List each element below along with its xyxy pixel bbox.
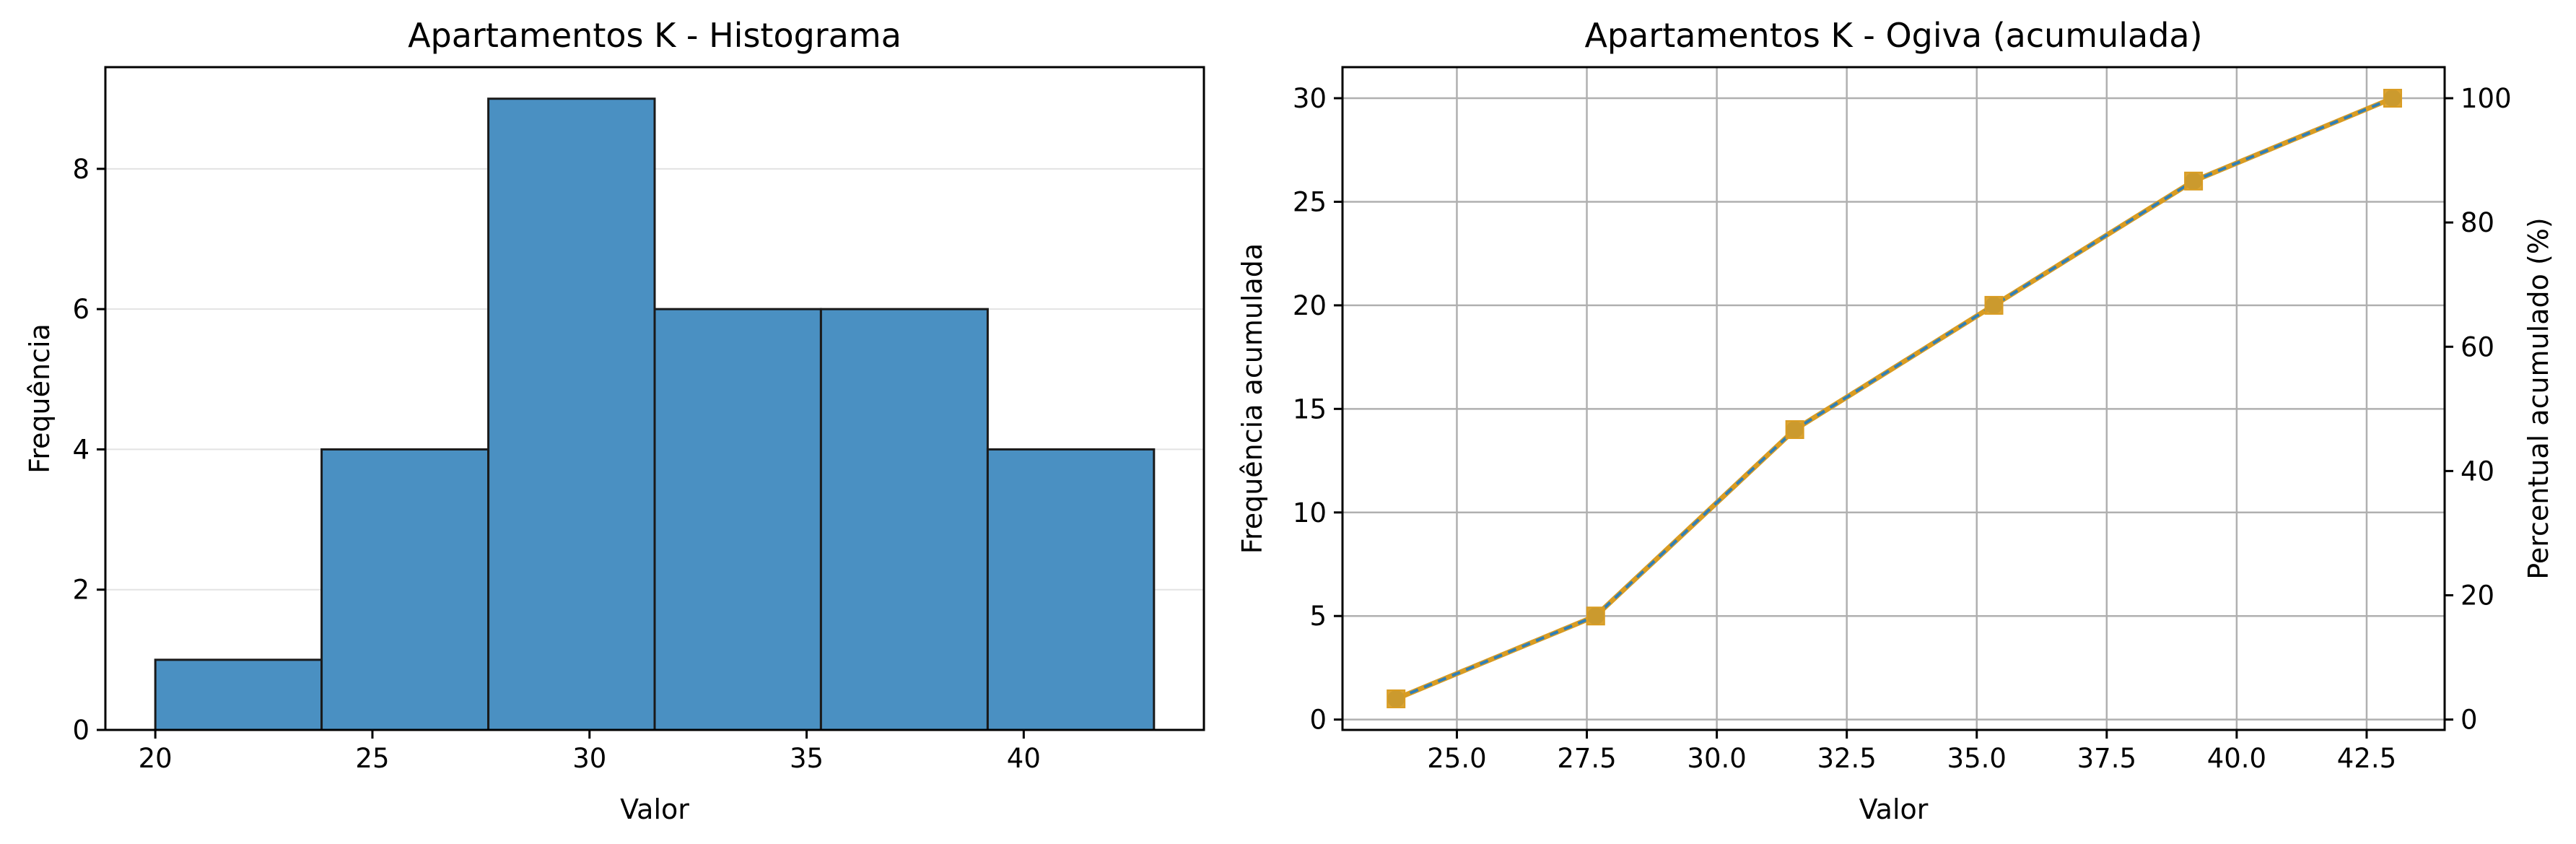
histogram-y-tick-label: 8 [72, 154, 89, 185]
ogive-y-axis-label: Frequência acumulada [1236, 243, 1268, 554]
ogive-percent-point [1586, 606, 1605, 626]
ogive-lines [1394, 95, 2394, 702]
ogive-x-tick-label: 35.0 [1947, 743, 2007, 774]
histogram-panel: 20 25 30 35 40 0 2 4 6 8 Apartamentos K - Histog… [24, 16, 1205, 825]
ogive-percent-point [2383, 89, 2402, 108]
ogive-x-tick-label: 32.5 [1817, 743, 1876, 774]
histogram-x-tick-label: 30 [572, 743, 606, 774]
histogram-axes-frame [104, 66, 1205, 731]
ogive-y-tick-label: 10 [1293, 497, 1327, 528]
histogram-bar [154, 658, 323, 731]
ogive-gridlines [1342, 67, 2445, 730]
histogram-bars [154, 97, 1156, 731]
ogive-percent-line [1394, 95, 2394, 702]
histogram-y-tick-label: 4 [72, 434, 89, 465]
ogive-x-tick-label: 30.0 [1687, 743, 1746, 774]
ogive-y-tick-label: 15 [1293, 393, 1327, 425]
histogram-x-tick-label: 40 [1007, 743, 1041, 774]
ogive-x-tick-label: 37.5 [2077, 743, 2136, 774]
ogive-percent-point [1785, 420, 1804, 440]
histogram-bar [653, 308, 822, 731]
histogram-x-axis-label: Valor [620, 793, 689, 825]
histogram-bar [320, 448, 490, 731]
ogive-y-tick-label: 30 [1293, 83, 1327, 114]
ogive-points [1387, 89, 2402, 708]
histogram-title: Apartamentos K - Histograma [408, 16, 901, 55]
ogive-right-y-tick-label: 0 [2461, 705, 2478, 736]
ogive-right-y-tick-label: 60 [2461, 331, 2494, 362]
histogram-y-axis-label: Frequência [24, 323, 56, 474]
ogive-y-tick-label: 0 [1309, 705, 1327, 736]
histogram-bar [819, 308, 989, 731]
ogive-panel: 25.0 27.5 30.0 32.5 35.0 37.5 40.0 42.5 0 5 10 15 2… [1236, 16, 2554, 825]
ogive-x-axis-label: Valor [1859, 793, 1929, 825]
ogive-y-tick-label: 20 [1293, 290, 1327, 321]
ogive-right-y-tick-label: 40 [2461, 456, 2494, 487]
ogive-y-tick-label: 5 [1309, 601, 1327, 632]
ogive-x-tick-label: 25.0 [1427, 743, 1486, 774]
ogive-y-tick-label: 25 [1293, 186, 1327, 217]
histogram-x-tick-label: 20 [139, 743, 173, 774]
ogive-right-y-ticks: 0 20 40 60 80 100 [2445, 83, 2512, 736]
ogive-right-y-tick-label: 80 [2461, 207, 2494, 238]
ogive-axes-frame [1341, 66, 2446, 731]
ogive-x-tick-label: 42.5 [2337, 743, 2396, 774]
histogram-bar [986, 448, 1156, 731]
ogive-percent-point [1984, 295, 2004, 315]
histogram-y-tick-label: 2 [72, 575, 89, 606]
ogive-title: Apartamentos K - Ogiva (acumulada) [1584, 16, 2202, 55]
ogive-x-tick-label: 40.0 [2207, 743, 2266, 774]
ogive-x-tick-label: 27.5 [1557, 743, 1616, 774]
histogram-x-ticks: 20 25 30 35 40 [139, 730, 1041, 774]
ogive-percent-point [1387, 689, 1406, 708]
histogram-y-ticks: 0 2 4 6 8 [72, 154, 105, 746]
ogive-right-y-tick-label: 20 [2461, 580, 2494, 612]
histogram-x-tick-label: 25 [355, 743, 389, 774]
histogram-y-tick-label: 6 [72, 294, 89, 325]
histogram-y-tick-label: 0 [72, 715, 89, 746]
ogive-y-ticks: 0 5 10 15 20 25 30 [1293, 83, 1342, 736]
ogive-right-y-tick-label: 100 [2461, 83, 2512, 114]
ogive-right-y-axis-label: Percentual acumulado (%) [2523, 217, 2554, 579]
histogram-bar [487, 97, 656, 731]
histogram-x-tick-label: 35 [790, 743, 824, 774]
ogive-percent-point [2184, 171, 2204, 191]
ogive-x-ticks: 25.0 27.5 30.0 32.5 35.0 37.5 40.0 42.5 [1427, 730, 2396, 774]
